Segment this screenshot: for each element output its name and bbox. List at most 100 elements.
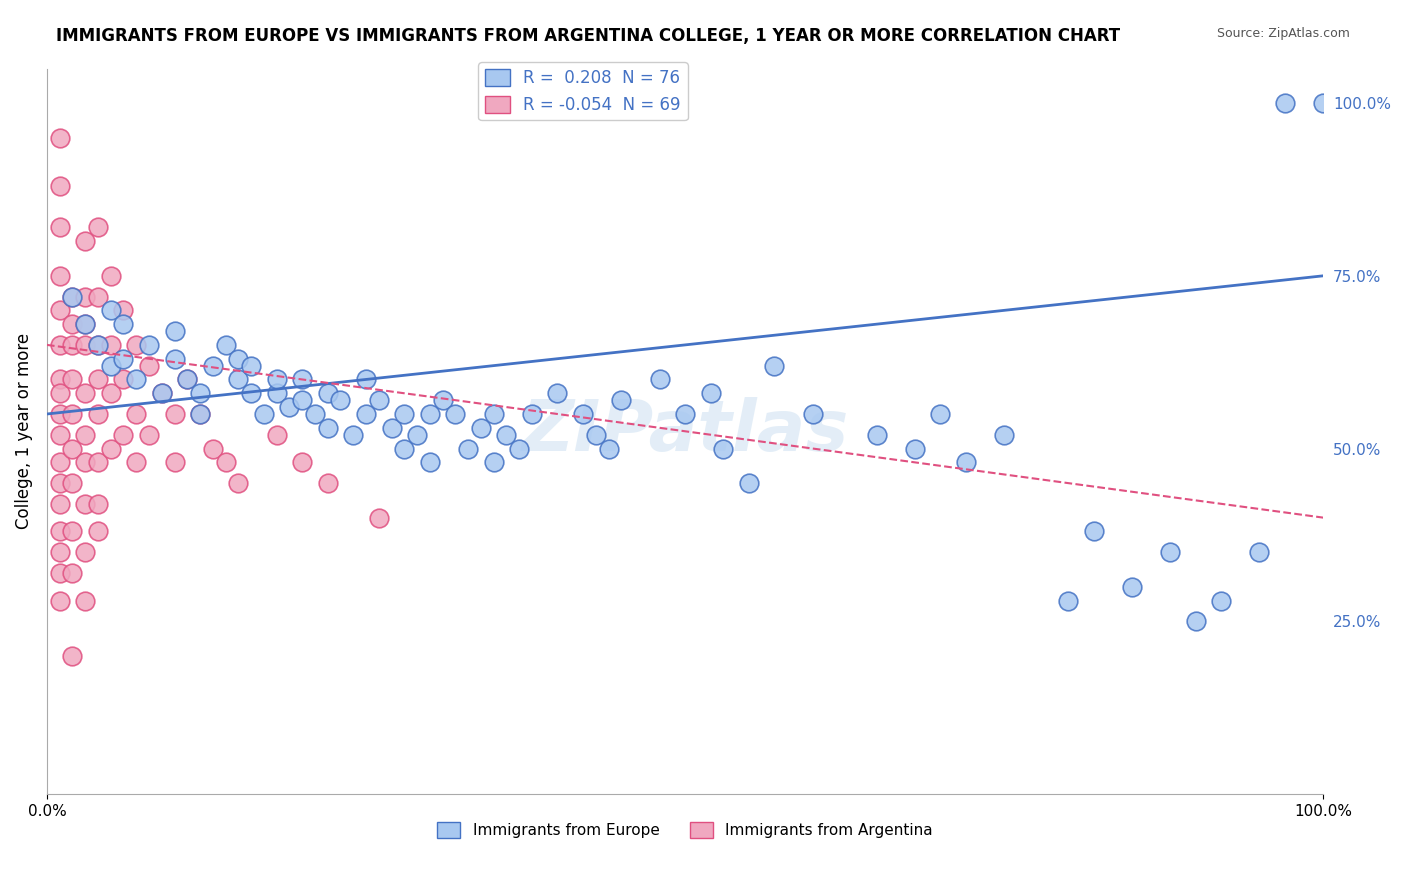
Point [48, 220, 70, 235]
Point [87, 497, 110, 511]
Point [100, 268, 122, 283]
Point [673, 407, 696, 421]
Point [125, 372, 148, 386]
Point [48, 407, 70, 421]
Point [444, 407, 467, 421]
Point [610, 393, 633, 408]
Point [48, 338, 70, 352]
Point [291, 455, 314, 469]
Point [62, 317, 84, 331]
Point [432, 393, 454, 408]
Point [482, 455, 505, 469]
Point [316, 386, 339, 401]
Point [419, 455, 441, 469]
Point [75, 386, 97, 401]
Point [763, 359, 786, 373]
Point [572, 407, 595, 421]
Point [75, 338, 97, 352]
Point [125, 338, 148, 352]
Point [75, 455, 97, 469]
Point [457, 442, 479, 456]
Point [291, 372, 314, 386]
Point [75, 289, 97, 303]
Point [87, 338, 110, 352]
Point [62, 476, 84, 491]
Point [138, 338, 160, 352]
Point [163, 407, 186, 421]
Point [176, 372, 198, 386]
Point [699, 386, 721, 401]
Point [62, 289, 84, 303]
Point [1121, 580, 1143, 594]
Point [112, 427, 135, 442]
Point [1083, 524, 1105, 539]
Point [75, 234, 97, 248]
Point [75, 317, 97, 331]
Point [188, 407, 211, 421]
Legend: Immigrants from Europe, Immigrants from Argentina: Immigrants from Europe, Immigrants from … [432, 816, 939, 845]
Point [648, 372, 671, 386]
Point [62, 524, 84, 539]
Point [278, 400, 301, 414]
Point [75, 427, 97, 442]
Point [138, 427, 160, 442]
Point [48, 455, 70, 469]
Point [253, 407, 276, 421]
Point [342, 427, 364, 442]
Point [163, 324, 186, 338]
Point [955, 455, 977, 469]
Point [163, 351, 186, 366]
Point [304, 407, 326, 421]
Point [1057, 593, 1080, 607]
Point [75, 317, 97, 331]
Point [48, 524, 70, 539]
Point [62, 648, 84, 663]
Point [100, 442, 122, 456]
Point [75, 545, 97, 559]
Point [112, 303, 135, 318]
Point [100, 386, 122, 401]
Point [1274, 96, 1296, 111]
Point [228, 476, 250, 491]
Point [329, 393, 352, 408]
Point [48, 593, 70, 607]
Point [266, 386, 288, 401]
Point [150, 386, 173, 401]
Point [228, 351, 250, 366]
Point [406, 427, 429, 442]
Point [48, 497, 70, 511]
Point [100, 303, 122, 318]
Point [240, 386, 263, 401]
Point [367, 393, 389, 408]
Point [598, 442, 620, 456]
Point [48, 427, 70, 442]
Point [801, 407, 824, 421]
Point [201, 359, 224, 373]
Point [75, 497, 97, 511]
Point [48, 386, 70, 401]
Point [87, 524, 110, 539]
Point [929, 407, 952, 421]
Text: Source: ZipAtlas.com: Source: ZipAtlas.com [1216, 27, 1350, 40]
Point [125, 407, 148, 421]
Point [711, 442, 734, 456]
Point [87, 289, 110, 303]
Y-axis label: College, 1 year or more: College, 1 year or more [15, 334, 32, 529]
Point [738, 476, 761, 491]
Point [380, 421, 402, 435]
Point [62, 407, 84, 421]
Point [1184, 614, 1206, 628]
Point [266, 427, 288, 442]
Point [865, 427, 887, 442]
Point [48, 476, 70, 491]
Point [48, 566, 70, 580]
Point [394, 407, 416, 421]
Point [508, 442, 530, 456]
Point [75, 593, 97, 607]
Point [495, 427, 517, 442]
Point [100, 338, 122, 352]
Point [367, 510, 389, 524]
Point [176, 372, 198, 386]
Point [470, 421, 492, 435]
Point [201, 442, 224, 456]
